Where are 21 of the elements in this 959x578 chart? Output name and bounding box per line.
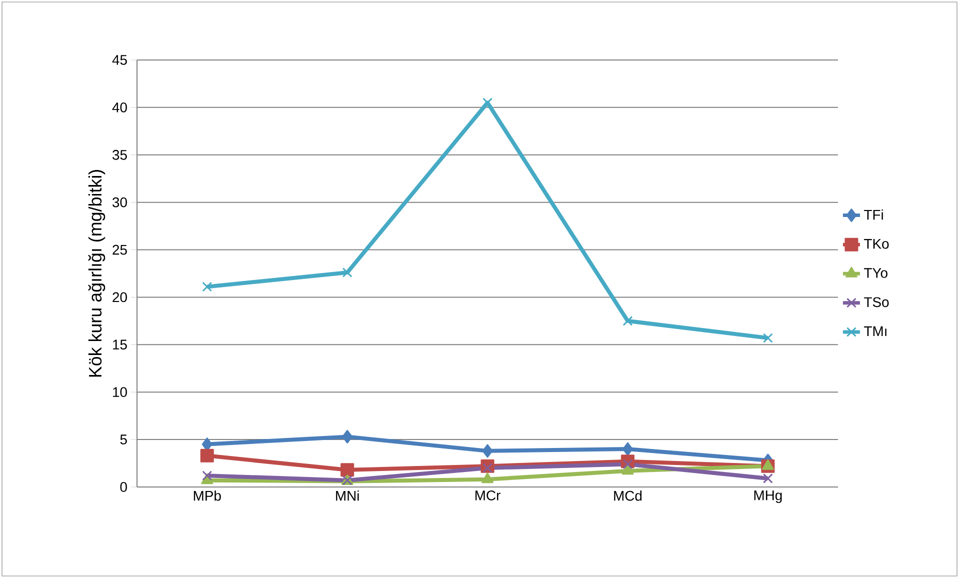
y-tick-label: 45 xyxy=(112,55,127,65)
y-tick-label: 5 xyxy=(120,434,127,444)
legend-label: TKo xyxy=(864,239,889,249)
y-tick-label: 35 xyxy=(112,150,127,160)
y-tick-label: 20 xyxy=(112,292,127,302)
y-tick-label: 15 xyxy=(113,340,127,350)
legend-label: TYo xyxy=(864,268,888,278)
x-tick-label: MCr xyxy=(475,490,500,500)
y-tick-label: 25 xyxy=(112,244,127,255)
y-tick-label: 10 xyxy=(113,387,127,398)
legend-label: TFi xyxy=(864,209,883,220)
y-tick-label: 30 xyxy=(112,197,127,208)
legend-label: TSo xyxy=(864,297,889,308)
y-tick-label: 40 xyxy=(112,102,127,112)
y-axis-title: Kök kuru ağırlığı (mg/bitki) xyxy=(88,170,106,377)
x-tick-label: MCd xyxy=(614,490,642,501)
y-tick-label: 0 xyxy=(120,482,127,492)
x-tick-label: MPb xyxy=(194,490,221,501)
legend-label: TMı xyxy=(864,326,886,336)
x-tick-label: MHg xyxy=(754,490,782,503)
x-tick-label: MNi xyxy=(336,490,359,501)
